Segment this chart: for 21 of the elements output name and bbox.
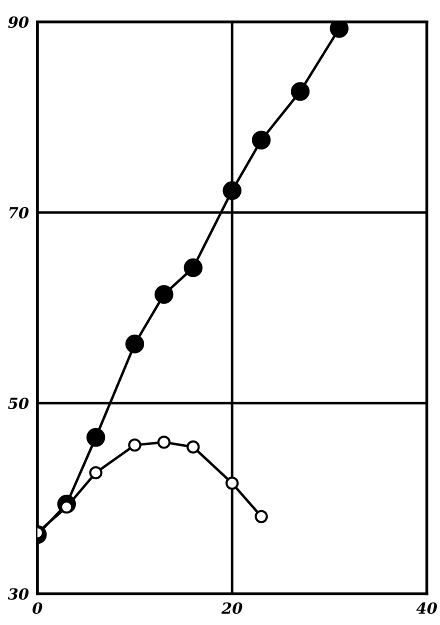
x-tick-label: 40 [416,602,437,614]
point [125,334,144,354]
point [252,130,271,150]
point [330,22,349,38]
point [290,82,310,101]
point [154,285,174,304]
point [89,466,102,480]
point [128,438,142,452]
y-tick-label: 30 [8,588,29,600]
y-tick-label: 90 [8,16,29,28]
x-tick-label: 20 [221,602,242,614]
y-tick-label: 50 [8,398,29,410]
point [186,440,200,454]
point [226,476,239,490]
point [157,436,171,449]
y-tick-label: 70 [9,206,29,219]
point [184,258,203,278]
point [222,181,242,200]
point [86,428,106,447]
x-tick-label: 0 [32,602,42,614]
point [254,510,268,524]
